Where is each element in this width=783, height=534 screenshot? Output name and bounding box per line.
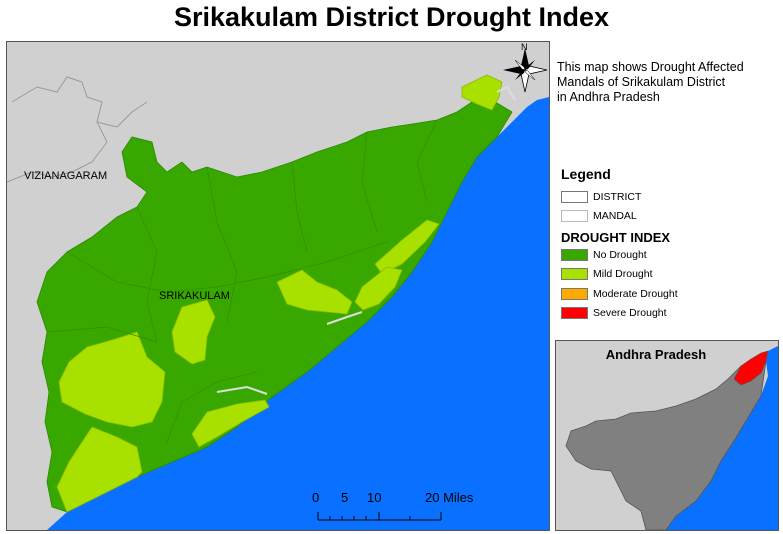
legend-swatch <box>561 249 588 261</box>
scale-tick-0: 0 <box>312 490 320 505</box>
main-map-svg <box>7 48 549 530</box>
legend-swatch <box>561 210 588 222</box>
andhra-pradesh-outline <box>565 360 767 530</box>
description-line: in Andhra Pradesh <box>557 90 660 104</box>
map-title: Srikakulam District Drought Index <box>173 2 610 32</box>
inset-title: Andhra Pradesh <box>605 347 707 362</box>
legend-label: DISTRICT <box>593 191 642 203</box>
scale-tick-20: 20 Miles <box>425 490 474 505</box>
legend-severe-drought: Severe Drought <box>561 306 667 320</box>
legend-district: DISTRICT <box>561 190 641 204</box>
legend-swatch <box>561 268 588 280</box>
description-line: This map shows Drought Affected <box>557 60 744 74</box>
inset-map-svg <box>565 341 778 530</box>
inset-map[interactable]: Andhra Pradesh <box>555 340 779 531</box>
drought-index-title: DROUGHT INDEX <box>561 230 671 245</box>
legend-label: MANDAL <box>593 210 637 222</box>
legend-label: Moderate Drought <box>593 288 678 300</box>
legend-label: No Drought <box>593 249 647 261</box>
legend-swatch <box>561 288 588 300</box>
north-arrow <box>503 48 548 93</box>
legend-mandal: MANDAL <box>561 209 637 223</box>
legend-no-drought: No Drought <box>561 248 647 262</box>
district-boundaries <box>7 76 148 183</box>
main-map[interactable]: VIZIANAGARAM SRIKAKULAM N 0 5 10 20 Mile… <box>6 41 550 531</box>
scale-bar <box>317 512 442 521</box>
legend-swatch <box>561 307 588 319</box>
map-description: This map shows Drought Affected Mandals … <box>557 60 777 105</box>
scale-tick-10: 10 <box>367 490 382 505</box>
mild-drought-areas <box>56 74 503 513</box>
description-line: Mandals of Srikakulam District <box>557 75 726 89</box>
inset-sea <box>666 341 778 530</box>
scale-tick-5: 5 <box>341 490 349 505</box>
rivers <box>216 85 516 395</box>
north-label: N <box>521 42 528 52</box>
legend-mild-drought: Mild Drought <box>561 267 653 281</box>
legend-title: Legend <box>561 166 611 182</box>
legend-label: Severe Drought <box>593 307 667 319</box>
legend-swatch <box>561 191 588 203</box>
label-srikakulam: SRIKAKULAM <box>159 290 230 302</box>
label-vizianagaram: VIZIANAGARAM <box>24 170 108 182</box>
mandal-boundaries <box>46 119 438 443</box>
srikakulam-highlight <box>733 350 769 386</box>
legend-label: Mild Drought <box>593 268 653 280</box>
legend-moderate-drought: Moderate Drought <box>561 287 678 301</box>
bay-of-bengal <box>47 97 549 530</box>
